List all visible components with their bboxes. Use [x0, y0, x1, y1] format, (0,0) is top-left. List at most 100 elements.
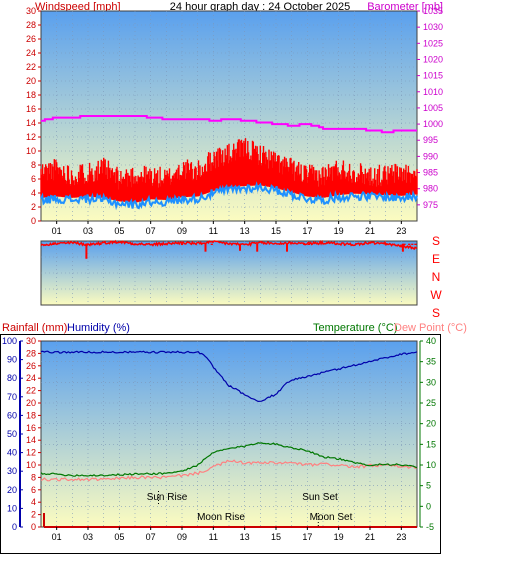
climate-x-axis: 01 03 05 07 09 11 13 15 17 19 21 23 [52, 527, 406, 542]
baro-y-tick-label: 985 [423, 168, 438, 178]
direction-series [40, 239, 418, 259]
temperature-y-tick-label: 40 [426, 336, 436, 346]
baro-y-tick-label: 995 [423, 135, 438, 145]
rainfall-y-tick-label: 26 [26, 361, 36, 371]
x-tick-label: 13 [240, 532, 250, 542]
wind-y-tick-label: 12 [26, 132, 36, 142]
chart-title: 24 hour graph day : 24 October 2025 [170, 1, 350, 13]
baro-y-tick-label: 975 [423, 200, 438, 210]
humidity-y-tick-label: 0 [12, 522, 17, 532]
x-tick-label: 13 [240, 226, 250, 236]
barometer-series [41, 115, 417, 134]
temperature-y-tick-label: 0 [426, 501, 431, 511]
temperature-y-tick-label: 15 [426, 439, 436, 449]
wind-y-tick-label: 4 [31, 188, 36, 198]
temperature-y-tick-label: 20 [426, 419, 436, 429]
x-tick-label: 03 [83, 532, 93, 542]
rainfall-y-tick-label: 28 [26, 348, 36, 358]
rainfall-y-tick-label: 14 [26, 435, 36, 445]
wind-y-tick-label: 16 [26, 104, 36, 114]
x-tick-label: 17 [302, 532, 312, 542]
x-tick-label: 11 [209, 532, 218, 542]
climate-plot-grid [41, 341, 417, 527]
x-tick-label: 01 [52, 226, 62, 236]
baro-y-tick-label: 990 [423, 151, 438, 161]
wind-y-tick-label: 18 [26, 90, 36, 100]
humidity-y-tick-label: 100 [2, 336, 17, 346]
climate-series [40, 350, 418, 528]
wind-x-axis: 01 03 05 07 09 11 13 15 17 19 21 23 [52, 221, 406, 236]
wind-y-tick-label: 26 [26, 34, 36, 44]
humidity-y-tick-label: 80 [7, 373, 17, 383]
avg-wind-series [40, 181, 418, 211]
rainfall-y-tick-label: 22 [26, 386, 36, 396]
wind-y-tick-label: 28 [26, 20, 36, 30]
baro-y-tick-label: 1030 [423, 22, 443, 32]
baro-y-tick-label: 1005 [423, 103, 443, 113]
temperature-y-tick-label: 5 [426, 481, 431, 491]
humidity-series [40, 350, 418, 403]
baro-y-tick-label: 1020 [423, 54, 443, 64]
x-tick-label: 23 [396, 226, 406, 236]
baro-y-tick-label: 1010 [423, 87, 443, 97]
x-tick-label: 15 [271, 532, 281, 542]
wind-y-tick-label: 24 [26, 48, 36, 58]
direction-label-s: S [432, 234, 440, 248]
temperature-y-tick-label: -5 [426, 522, 434, 532]
humidity-y-tick-label: 50 [7, 429, 17, 439]
direction-series [40, 239, 418, 251]
direction-label-e: E [432, 252, 440, 266]
wind-y-tick-label: 20 [26, 76, 36, 86]
wind-y-tick-label: 10 [26, 146, 36, 156]
bottom-panel-frame [0, 334, 441, 554]
temperature-y-tick-label: 10 [426, 460, 436, 470]
humidity-y-tick-label: 10 [7, 503, 17, 513]
x-tick-label: 19 [334, 532, 344, 542]
x-tick-label: 09 [177, 532, 187, 542]
rainfall-y-tick-label: 0 [31, 522, 36, 532]
gust-series [40, 138, 418, 203]
wind-y-tick-label: 30 [26, 6, 36, 16]
temperature-y-tick-label: 25 [426, 398, 436, 408]
astro-markers: Sun Rise Sun Set Moon Rise Moon Set [147, 491, 353, 527]
x-tick-label: 21 [365, 226, 375, 236]
dewpoint-axis-label: Dew Point (°C) [394, 322, 467, 334]
dewpoint-series [40, 459, 418, 482]
baro-y-tick-label: 1035 [423, 6, 443, 16]
rainfall-y-tick-label: 24 [26, 373, 36, 383]
humidity-y-tick-label: 90 [7, 355, 17, 365]
moon-rise-label: Moon Rise [197, 512, 245, 523]
humidity-y-tick-label: 70 [7, 392, 17, 402]
rainfall-y-tick-label: 18 [26, 410, 36, 420]
x-tick-label: 05 [114, 532, 124, 542]
baro-y-tick-label: 1015 [423, 71, 443, 81]
baro-y-tick-label: 1025 [423, 38, 443, 48]
x-tick-label: 19 [334, 226, 344, 236]
sun-rise-label: Sun Rise [147, 492, 188, 503]
moon-set-label: Moon Set [310, 512, 353, 523]
temperature-y-tick-label: 35 [426, 357, 436, 367]
baro-y-tick-label: 980 [423, 184, 438, 194]
wind-y-tick-label: 8 [31, 160, 36, 170]
baro-axis-label: Barometer [mb] [367, 1, 443, 13]
baro-y-axis: 975 980 985 990 995 1000 1005 1010 1015 1020 1025 1… [417, 6, 443, 210]
rainfall-y-tick-label: 16 [26, 423, 36, 433]
rainfall-y-tick-label: 12 [26, 448, 36, 458]
direction-label-w: W [430, 288, 442, 302]
humidity-y-axis: 0 10 20 30 40 50 60 70 80 90 100 [2, 336, 23, 532]
x-tick-label: 11 [209, 226, 218, 236]
rainfall-y-tick-label: 2 [31, 510, 36, 520]
humidity-y-tick-label: 60 [7, 410, 17, 420]
direction-label-n: N [432, 270, 441, 284]
x-tick-label: 21 [365, 532, 375, 542]
temperature-axis-label: Temperature (°C) [313, 322, 397, 334]
baro-y-tick-label: 1000 [423, 119, 443, 129]
x-tick-label: 09 [177, 226, 187, 236]
x-tick-label: 07 [146, 226, 156, 236]
x-tick-label: 03 [83, 226, 93, 236]
x-tick-label: 07 [146, 532, 156, 542]
rainfall-y-tick-label: 30 [26, 336, 36, 346]
rainfall-y-tick-label: 20 [26, 398, 36, 408]
